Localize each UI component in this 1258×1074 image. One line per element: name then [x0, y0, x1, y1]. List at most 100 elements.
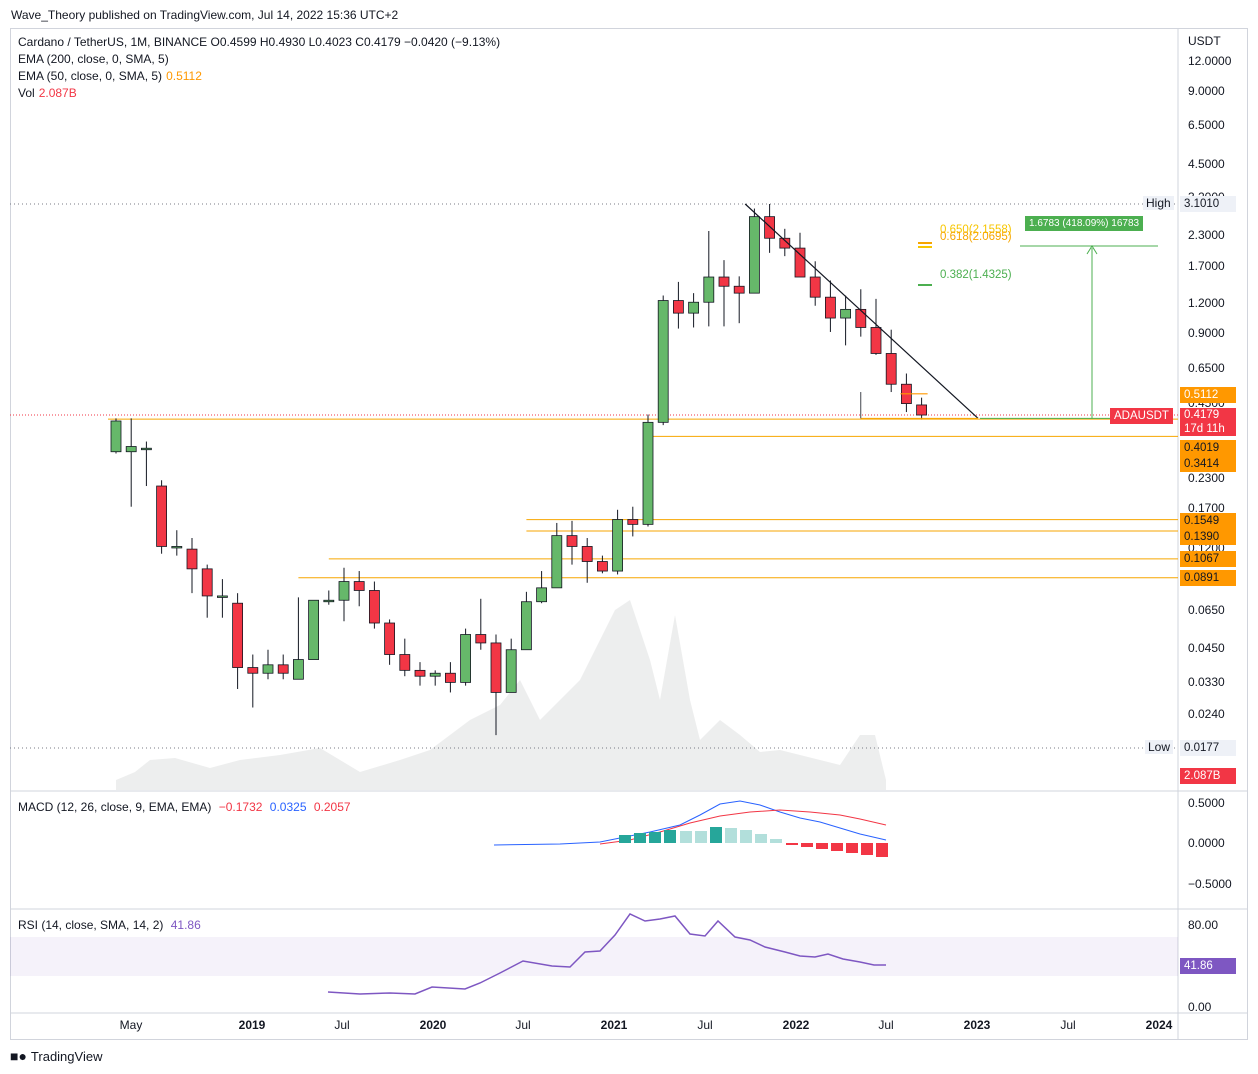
candle-body	[186, 548, 198, 570]
macd-histogram-bar	[861, 843, 873, 855]
candle-body	[368, 590, 380, 624]
time-label: 2023	[963, 1018, 991, 1032]
candle-body	[292, 659, 304, 680]
macd-value-2: 0.0325	[269, 800, 307, 814]
bar-countdown: 17d 11h	[1184, 423, 1225, 435]
candle-body	[475, 634, 487, 644]
candle-body	[612, 519, 623, 572]
candle-body	[277, 664, 289, 674]
price-tick: 6.5000	[1188, 118, 1225, 132]
high-label: High	[1143, 196, 1174, 210]
brand-name: TradingView	[30, 1048, 103, 1064]
level-tag: 0.0891	[1180, 570, 1236, 586]
price-tick: 1.7000	[1188, 259, 1225, 273]
price-tick: 0.9000	[1188, 326, 1225, 340]
rsi-tag: 41.86	[1180, 958, 1236, 974]
low-label: Low	[1145, 740, 1174, 754]
time-label: 2020	[419, 1018, 447, 1032]
price-tick: 1.2000	[1188, 296, 1225, 310]
price-tick: 0.1700	[1188, 501, 1225, 515]
candle-body	[855, 308, 867, 328]
price-tick: 2.3000	[1188, 228, 1225, 242]
candle-body	[414, 669, 426, 677]
macd-histogram-bar	[649, 832, 661, 843]
vol-label: Vol	[18, 86, 35, 100]
macd-value-3: 0.2057	[313, 800, 351, 814]
rsi-value: 41.86	[170, 918, 201, 932]
macd-histogram-bar	[710, 827, 722, 843]
candle-body	[581, 546, 593, 562]
rsi-line	[327, 913, 886, 995]
candle-body	[140, 447, 152, 451]
candle-body	[642, 421, 654, 525]
macd-histogram-bar	[680, 831, 692, 843]
downtrend-line	[744, 203, 979, 419]
candle-body	[490, 642, 502, 693]
level-tag: 0.4019	[1180, 440, 1236, 456]
macd-histogram-bar	[695, 831, 707, 843]
candle-body	[703, 276, 715, 303]
macd-histogram-bar	[725, 828, 737, 843]
candle-body	[536, 587, 547, 603]
volume-area	[116, 600, 886, 790]
high-value: 3.1010	[1180, 196, 1236, 212]
time-label: Jul	[697, 1018, 713, 1032]
candle-body	[657, 300, 669, 423]
candle-body	[779, 237, 791, 249]
time-label: 2022	[782, 1018, 810, 1032]
ema50-value: 0.5112	[166, 69, 202, 83]
rsi-band	[10, 937, 1178, 976]
candle-body	[384, 622, 396, 655]
candle-body	[688, 301, 699, 314]
ema50-tag: 0.5112	[1180, 387, 1236, 403]
candle-body	[673, 300, 684, 314]
macd-histogram-bar	[876, 843, 888, 857]
macd-histogram-bar	[846, 843, 858, 853]
price-tag: 0.4179 17d 11h	[1180, 408, 1236, 436]
low-value: 0.0177	[1180, 740, 1236, 756]
tradingview-logo[interactable]: ■● TradingView	[10, 1048, 102, 1064]
macd-line	[493, 800, 887, 846]
fib-0618-label: 0.618(2.0695)	[940, 231, 1012, 243]
macd-histogram-bar	[770, 839, 782, 843]
candle-body	[840, 308, 851, 319]
macd-label: MACD (12, 26, close, 9, EMA, EMA)	[18, 800, 212, 814]
candle-body	[733, 285, 745, 294]
candle-body	[718, 276, 730, 287]
macd-histogram-bar	[634, 833, 646, 843]
macd-legend: MACD (12, 26, close, 9, EMA, EMA) −0.173…	[18, 799, 351, 816]
time-label: 2021	[600, 1018, 628, 1032]
macd-histogram-bar	[801, 843, 813, 847]
rsi-label: RSI (14, close, SMA, 14, 2)	[18, 918, 164, 932]
macd-histogram-bar	[786, 843, 798, 845]
time-label: Jul	[1060, 1018, 1076, 1032]
candle-body	[551, 535, 563, 589]
candle-body	[870, 327, 882, 354]
symbol-tag: ADAUSDT	[1110, 408, 1173, 424]
candle-body	[521, 601, 532, 651]
ema200-label: EMA (200, close, 0, SMA, 5)	[18, 52, 169, 66]
candle-body	[505, 649, 517, 693]
macd-tick: 0.0000	[1188, 836, 1225, 850]
rsi-tick: 80.00	[1188, 918, 1219, 932]
fib-overlap-label: 0.650(2.1558)	[940, 224, 1012, 236]
candle-body	[232, 602, 244, 668]
candle-body	[460, 634, 472, 683]
price-tick: 0.0650	[1188, 603, 1225, 617]
candle-body	[825, 296, 836, 319]
price-tick: 0.0450	[1188, 641, 1225, 655]
time-label: Jul	[515, 1018, 531, 1032]
target-box[interactable]: 1.6783 (418.09%) 16783	[1025, 216, 1144, 231]
candle-body	[171, 546, 183, 549]
candle-body	[323, 599, 335, 603]
price-tick: 0.6500	[1188, 361, 1225, 375]
currency-label: USDT	[1188, 34, 1221, 48]
candle-body	[216, 595, 228, 598]
macd-histogram-bar	[664, 830, 676, 843]
candle-body	[110, 420, 122, 453]
macd-tick: 0.5000	[1188, 796, 1225, 810]
tradingview-icon: ■●	[10, 1048, 27, 1064]
time-label: 2024	[1145, 1018, 1173, 1032]
price-tick: 9.0000	[1188, 84, 1225, 98]
